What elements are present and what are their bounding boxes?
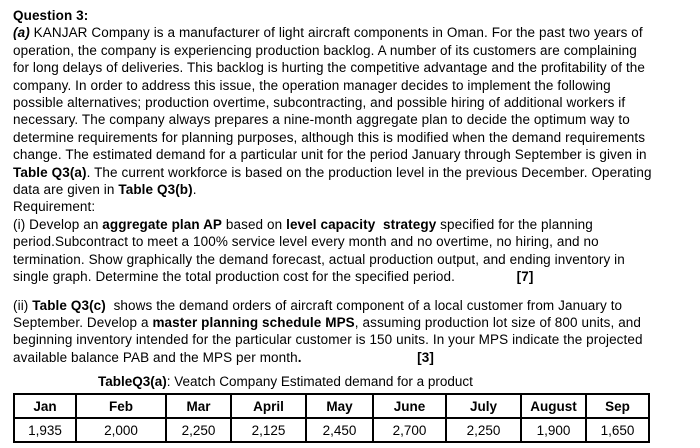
demand-table: Jan Feb Mar April May June July August Sep 1,935… [13, 393, 650, 444]
table-value-row: 1,935 2,000 2,250 2,125 2,450 2,700 2,250 1,900… [13, 417, 650, 444]
month-header-cell: July [445, 393, 522, 420]
demand-value-cell: 1,935 [13, 417, 77, 444]
text-segment: Question 3: [13, 8, 89, 23]
text-line: available balance PAB and the MPS per mo… [13, 349, 692, 366]
text-line: company. In order to address this issue,… [13, 77, 692, 94]
text-segment: aggregate plan AP [102, 216, 223, 232]
text-segment: shows the demand orders of aircraft comp… [105, 297, 623, 313]
month-header-cell: April [230, 393, 307, 420]
text-line: change. The estimated demand for a parti… [13, 146, 692, 163]
text-segment: . [192, 182, 197, 198]
text-segment: change. The estimated demand for a parti… [13, 147, 647, 163]
demand-value-cell: 1,650 [585, 417, 650, 444]
demand-value-cell: 1,900 [520, 417, 587, 444]
text-line: termination. Show graphically the demand… [13, 251, 692, 268]
text-line: data are given in Table Q3(b). [13, 181, 692, 198]
month-header-cell: May [305, 393, 374, 420]
text-segment: operation, the company is experiencing p… [13, 42, 637, 58]
text-segment: termination. Show graphically the demand… [13, 251, 625, 267]
text-segment: necessary. The company always prepares a… [13, 112, 630, 128]
text-segment: (i) Develop an [13, 216, 103, 232]
text-segment: level capacity strategy [286, 216, 437, 232]
demand-value-cell: 2,250 [445, 417, 522, 444]
text-line: possible alternatives; production overti… [13, 94, 692, 111]
text-segment: for long delays of deliveries. This back… [13, 60, 646, 76]
table-header-row: Jan Feb Mar April May June July August Sep [13, 393, 650, 420]
text-segment: . [297, 349, 302, 365]
text-segment: Requirement: [13, 199, 96, 215]
text-segment: master planning schedule MPS [152, 314, 355, 330]
text-line: Table Q3(a). The current workforce is ba… [13, 164, 692, 181]
table-caption: TableQ3(a): Veatch Company Estimated dem… [98, 373, 692, 390]
table-caption-description: : Veatch Company Estimated demand for a … [166, 374, 473, 390]
text-segment: single graph. Determine the total produc… [13, 269, 517, 285]
text-line: (i) Develop an aggregate plan AP based o… [13, 216, 692, 233]
text-segment: [3] [417, 349, 434, 365]
text-segment: , assuming production lot size of 800 un… [354, 314, 642, 330]
text-line: September. Develop a master planning sch… [13, 314, 692, 331]
text-line: for long delays of deliveries. This back… [13, 59, 692, 76]
demand-value-cell: 2,700 [372, 417, 447, 444]
text-line: determine requirements for planning purp… [13, 129, 692, 146]
month-header-cell: Feb [75, 393, 167, 420]
text-segment: possible alternatives; production overti… [13, 95, 626, 111]
question-text-block: Question 3: (a) KANJAR Company is a manuf… [13, 7, 692, 366]
text-segment: Table Q3(a) [13, 164, 87, 180]
text-segment [302, 350, 418, 365]
text-line: beginning inventory intended for the par… [13, 331, 692, 348]
text-segment: company. In order to address this issue,… [13, 77, 611, 93]
text-segment: determine requirements for planning purp… [13, 129, 646, 145]
month-header-cell: June [372, 393, 447, 420]
demand-value-cell: 2,450 [305, 417, 374, 444]
demand-value-cell: 2,125 [230, 417, 307, 444]
text-line: period.Subcontract to meet a 100% servic… [13, 233, 692, 250]
text-segment: period.Subcontract to meet a 100% servic… [13, 234, 599, 250]
text-line: (ii) Table Q3(c) shows the demand orders… [13, 297, 692, 314]
text-segment: beginning inventory intended for the par… [13, 332, 643, 348]
text-segment: September. Develop a [13, 314, 153, 330]
demand-value-cell: 2,000 [75, 417, 167, 444]
text-segment: . The current workforce is based on the … [86, 164, 652, 180]
text-line: necessary. The company always prepares a… [13, 111, 692, 128]
text-segment: [7] [516, 269, 534, 285]
text-segment: (a) [13, 25, 30, 41]
text-line: (a) KANJAR Company is a manufacturer of … [13, 24, 692, 41]
text-line: operation, the company is experiencing p… [13, 42, 692, 59]
text-segment: available balance PAB and the MPS per mo… [13, 349, 298, 365]
text-segment: KANJAR Company is a manufacturer of ligh… [29, 25, 643, 41]
text-segment: Table Q3(b) [118, 182, 193, 198]
text-segment: (ii) [13, 297, 33, 313]
text-line: Requirement: [13, 198, 692, 215]
text-line: Question 3: [13, 7, 692, 24]
month-header-cell: Sep [585, 393, 650, 420]
text-segment: data are given in [13, 182, 119, 198]
table-caption-label: TableQ3(a) [98, 374, 167, 390]
text-segment: based on [222, 216, 287, 232]
month-header-cell: Mar [165, 393, 232, 420]
month-header-cell: August [520, 393, 587, 420]
text-line: single graph. Determine the total produc… [13, 268, 692, 285]
text-segment: Table Q3(c) [32, 297, 106, 313]
text-segment: specified for the planning [436, 216, 593, 232]
demand-value-cell: 2,250 [165, 417, 232, 444]
month-header-cell: Jan [13, 393, 77, 420]
